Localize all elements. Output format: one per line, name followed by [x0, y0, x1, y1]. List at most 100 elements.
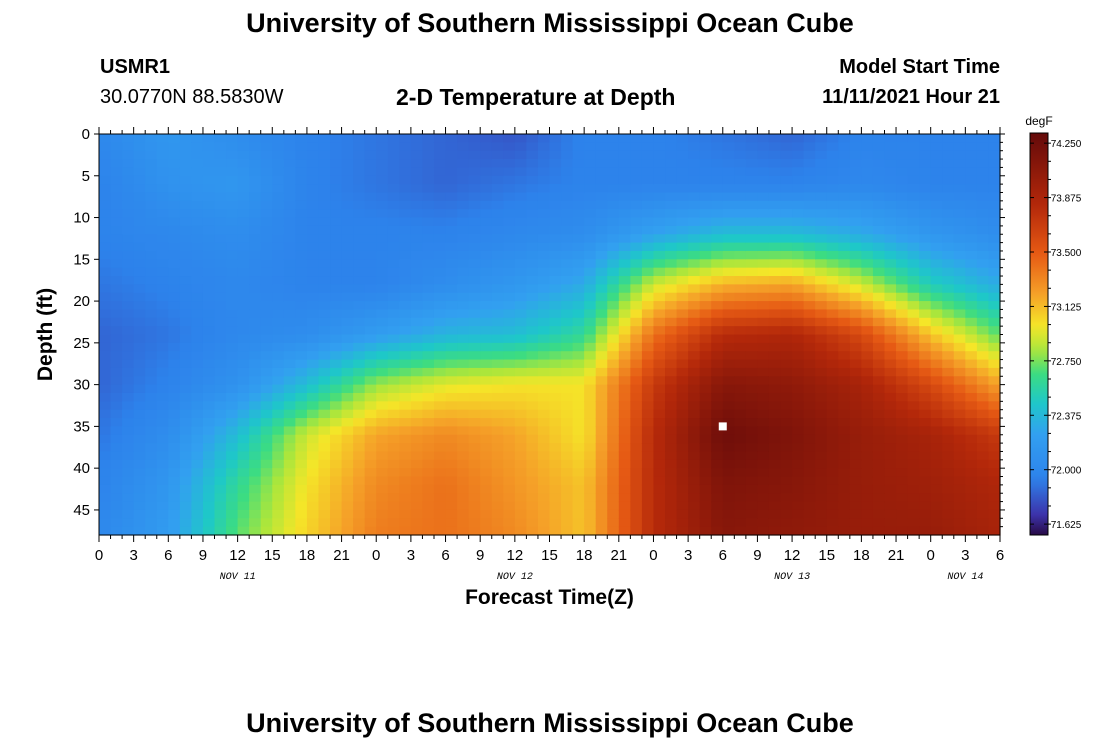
heatmap-cell [768, 342, 782, 352]
heatmap-cell [283, 518, 296, 528]
heatmap-cell [872, 267, 886, 277]
heatmap-cell [226, 401, 239, 411]
heatmap-cell [584, 192, 597, 202]
heatmap-cell [942, 259, 955, 269]
heatmap-cell [445, 234, 458, 244]
heatmap-cell [133, 451, 146, 461]
heatmap-cell [768, 200, 782, 210]
heatmap-cell [226, 250, 239, 260]
heatmap-cell [168, 384, 181, 394]
heatmap-cell [607, 409, 620, 419]
heatmap-cell [561, 142, 574, 152]
heatmap-cell [734, 217, 747, 227]
heatmap-cell [491, 409, 504, 419]
heatmap-cell [711, 200, 724, 210]
heatmap-cell [480, 434, 493, 444]
heatmap-cell [237, 342, 250, 352]
heatmap-cell [549, 301, 562, 311]
heatmap-cell [768, 209, 782, 219]
heatmap-cell [202, 317, 216, 327]
heatmap-cell [549, 225, 562, 235]
heatmap-cell [930, 359, 943, 369]
heatmap-cell [907, 317, 920, 327]
heatmap-cell [711, 225, 724, 235]
heatmap-cell [295, 209, 308, 219]
heatmap-cell [676, 326, 689, 336]
heatmap-cell [526, 426, 539, 436]
heatmap-cell [711, 476, 724, 486]
heatmap-cell [491, 284, 504, 294]
heatmap-cell [133, 526, 146, 536]
y-axis-label: Depth (ft) [34, 288, 57, 381]
heatmap-cell [930, 351, 943, 361]
heatmap-cell [387, 418, 400, 427]
heatmap-cell [433, 476, 447, 486]
heatmap-cell [376, 209, 389, 219]
heatmap-cell [849, 526, 862, 536]
heatmap-cell [896, 192, 909, 202]
heatmap-cell [353, 292, 366, 302]
heatmap-cell [133, 484, 146, 494]
heatmap-cell [295, 250, 308, 260]
heatmap-cell [630, 451, 643, 461]
heatmap-cell [399, 250, 412, 260]
heatmap-cell [745, 484, 759, 494]
heatmap-cell [133, 434, 146, 444]
heatmap-cell [792, 292, 805, 302]
heatmap-cell [399, 301, 412, 311]
heatmap-cell [226, 284, 239, 294]
heatmap-cell [237, 150, 250, 160]
heatmap-cell [260, 401, 273, 411]
heatmap-cell [572, 509, 585, 519]
heatmap-cell [676, 518, 689, 528]
heatmap-cell [133, 468, 146, 478]
heatmap-cell [422, 359, 435, 369]
heatmap-cell [699, 267, 712, 277]
heatmap-cell [641, 301, 655, 311]
heatmap-cell [110, 317, 123, 327]
heatmap-cell [133, 142, 146, 152]
heatmap-cell [965, 242, 978, 252]
heatmap-cell [237, 175, 250, 185]
y-tick-label: 5 [82, 168, 90, 185]
heatmap-cell [272, 167, 285, 177]
heatmap-cell [260, 501, 273, 511]
heatmap-cell [711, 451, 724, 461]
heatmap-cell [988, 443, 1001, 453]
heatmap-cell [480, 200, 493, 210]
heatmap-cell [745, 434, 759, 444]
heatmap-cell [688, 234, 701, 244]
heatmap-cell [607, 200, 620, 210]
heatmap-cell [641, 317, 655, 327]
heatmap-cell [422, 451, 435, 461]
heatmap-cell [688, 317, 701, 327]
heatmap-cell [122, 184, 135, 194]
heatmap-cell [468, 167, 481, 177]
heatmap-cell [561, 200, 574, 210]
heatmap-cell [976, 518, 990, 528]
heatmap-cell [445, 259, 458, 269]
heatmap-cell [514, 200, 527, 210]
heatmap-cell [491, 376, 504, 386]
heatmap-cell [780, 501, 793, 511]
heatmap-cell [376, 518, 389, 528]
heatmap-cell [618, 434, 631, 444]
heatmap-cell [872, 426, 886, 436]
heatmap-cell [214, 134, 227, 143]
heatmap-cell [457, 259, 470, 269]
heatmap-cell [757, 392, 770, 402]
heatmap-cell [491, 468, 504, 478]
heatmap-cell [376, 359, 389, 369]
heatmap-cell [445, 451, 458, 461]
heatmap-cell [549, 459, 562, 469]
heatmap-cell [353, 342, 366, 352]
heatmap-cell [353, 376, 366, 386]
heatmap-cell [884, 501, 897, 511]
heatmap-cell [387, 309, 400, 319]
heatmap-cell [445, 384, 458, 394]
y-tick-label: 35 [73, 418, 90, 435]
heatmap-cell [99, 468, 112, 478]
heatmap-cell [480, 509, 493, 519]
heatmap-cell [353, 359, 366, 369]
heatmap-cell [410, 476, 424, 486]
